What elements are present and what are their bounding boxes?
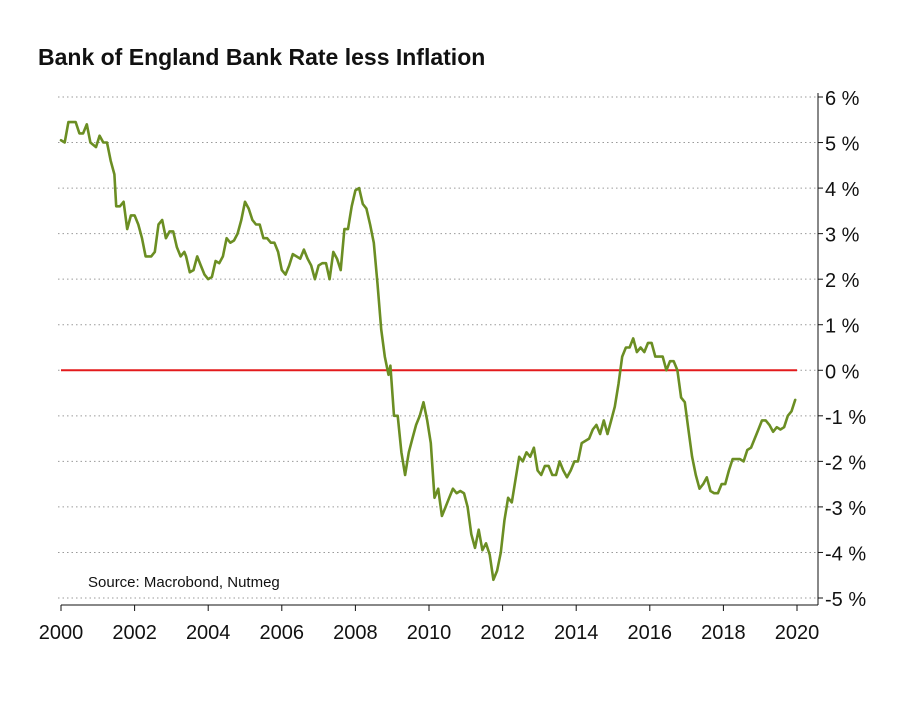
y-axis-ticks: 6 % 5 % 4 % 3 % 2 % 1 % 0 % -1 % -2 % -3 % -4 % -5 …: [818, 88, 866, 611]
y-tick-label: -3 %: [825, 498, 866, 520]
y-tick-label: 5 %: [825, 134, 860, 156]
y-tick-label: 3 %: [825, 225, 860, 247]
x-tick-label: 2008: [333, 622, 378, 644]
y-tick-label: 1 %: [825, 316, 860, 338]
x-tick-label: 2000: [39, 622, 84, 644]
x-tick-label: 2020: [775, 622, 820, 644]
x-tick-label: 2016: [628, 622, 673, 644]
y-tick-label: 4 %: [825, 179, 860, 201]
x-axis-ticks: 2000 2002 2004 2006 2008 2010 2012 2014 2016 2018…: [39, 605, 820, 644]
y-tick-label: -1 %: [825, 407, 866, 429]
grid-lines: [58, 96, 818, 599]
source-note: Source: Macrobond, Nutmeg: [88, 574, 280, 591]
y-tick-label: -5 %: [825, 589, 866, 611]
x-tick-label: 2014: [554, 622, 599, 644]
y-tick-label: -2 %: [825, 452, 866, 474]
x-tick-label: 2018: [701, 622, 746, 644]
series-group: [59, 120, 797, 582]
y-tick-label: 2 %: [825, 270, 860, 292]
axes: [61, 93, 819, 606]
x-tick-label: 2010: [407, 622, 452, 644]
y-tick-label: -4 %: [825, 543, 866, 565]
x-tick-label: 2012: [480, 622, 525, 644]
x-tick-label: 2006: [260, 622, 305, 644]
x-tick-label: 2002: [112, 622, 157, 644]
y-tick-label: 6 %: [825, 88, 860, 110]
series-line: [59, 120, 797, 582]
chart-title: Bank of England Bank Rate less Inflation: [38, 44, 486, 70]
y-tick-label: 0 %: [825, 361, 860, 383]
x-tick-label: 2004: [186, 622, 231, 644]
